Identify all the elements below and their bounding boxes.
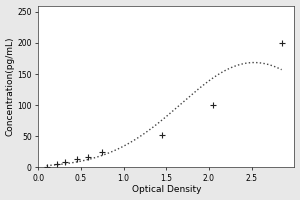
- X-axis label: Optical Density: Optical Density: [131, 185, 201, 194]
- Y-axis label: Concentration(pg/mL): Concentration(pg/mL): [6, 37, 15, 136]
